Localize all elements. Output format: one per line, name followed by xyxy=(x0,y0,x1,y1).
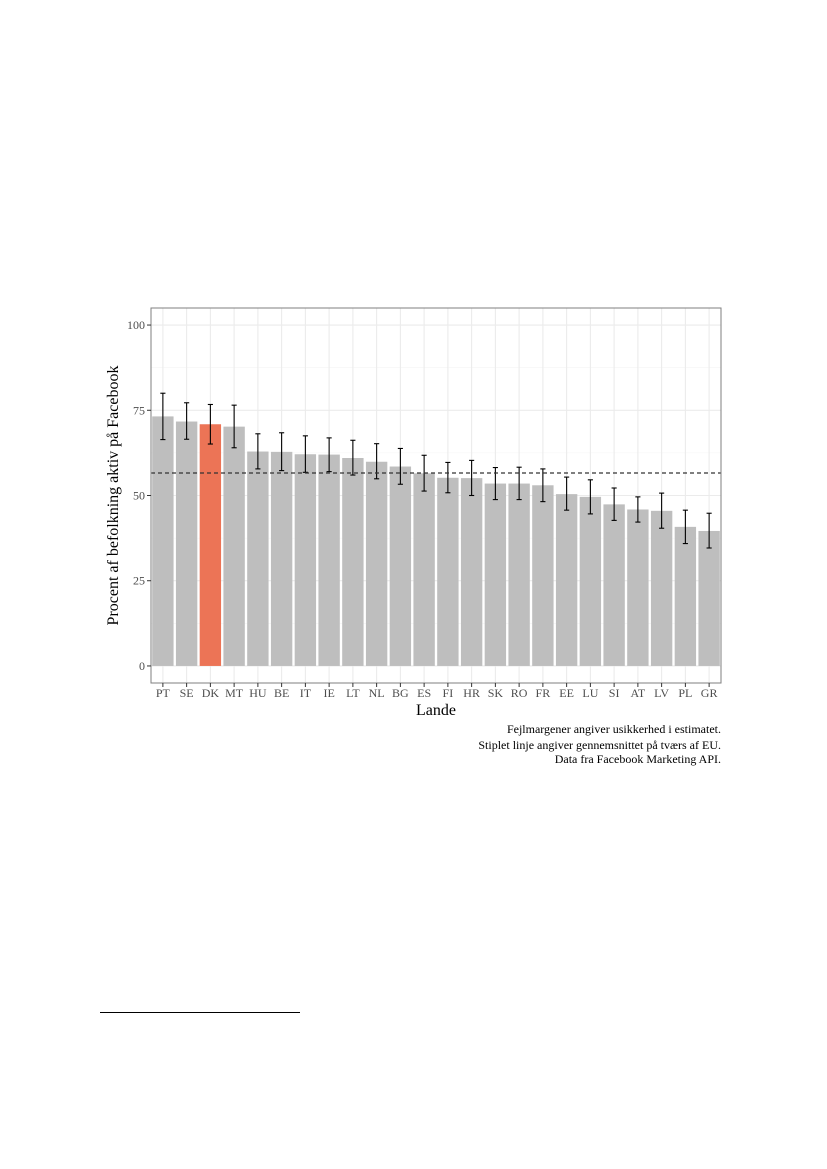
x-tick-label: HU xyxy=(249,686,267,700)
x-tick-label: RO xyxy=(511,686,528,700)
bar-it xyxy=(294,454,317,666)
bar-es xyxy=(413,473,435,666)
x-axis-title: Lande xyxy=(416,702,456,719)
error-bar-fr xyxy=(540,468,546,503)
x-tick-label: IT xyxy=(300,686,312,700)
x-tick-label: ES xyxy=(417,686,431,700)
x-axis-ticks: PT SE DK MT HU BE IT IE LT NL BG ES FI HR SK RO FR EE LU SI… xyxy=(156,683,718,700)
x-tick-label: HR xyxy=(463,686,480,700)
error-bar-it xyxy=(302,435,308,473)
bar-be xyxy=(270,451,293,666)
y-tick-label: 0 xyxy=(139,659,145,673)
bar-bg xyxy=(389,466,412,666)
bars xyxy=(152,416,720,666)
x-tick-label: SI xyxy=(609,686,620,700)
error-bar-ee xyxy=(564,476,570,511)
bar-nl xyxy=(365,461,388,666)
error-bar-lv xyxy=(659,492,665,529)
x-tick-label: PL xyxy=(678,686,692,700)
bar-lv xyxy=(650,510,673,666)
x-tick-label: MT xyxy=(225,686,244,700)
bar-fr xyxy=(532,485,554,666)
y-axis-title: Procent af befolkning aktiv på Facebook xyxy=(105,366,122,626)
error-bar-at xyxy=(635,496,641,523)
bar-dk xyxy=(199,424,222,666)
x-tick-label: SE xyxy=(180,686,194,700)
y-tick-label: 75 xyxy=(133,403,145,417)
x-tick-label: AT xyxy=(631,686,646,700)
error-bar-dk xyxy=(207,403,213,445)
error-bar-ro xyxy=(516,466,522,501)
error-bar-be xyxy=(279,432,285,472)
x-tick-label: IE xyxy=(323,686,334,700)
error-bar-gr xyxy=(706,512,712,549)
error-bar-si xyxy=(611,487,617,521)
y-tick-label: 100 xyxy=(127,318,145,332)
error-bar-ie xyxy=(326,437,332,473)
x-tick-label: BG xyxy=(392,686,409,700)
bar-ee xyxy=(555,494,578,666)
bar-lt xyxy=(342,458,364,666)
bar-sk xyxy=(484,483,507,666)
bar-gr xyxy=(698,530,720,666)
bar-ie xyxy=(318,454,340,666)
x-tick-label: SK xyxy=(488,686,504,700)
y-tick-label: 25 xyxy=(133,574,145,588)
error-bar-hr xyxy=(469,459,475,497)
error-bar-pl xyxy=(682,509,688,545)
chart-caption: Fejlmargener angiver usikkerhed i estima… xyxy=(478,722,721,766)
x-tick-label: FI xyxy=(443,686,454,700)
x-tick-label: LV xyxy=(654,686,669,700)
bar-pl xyxy=(674,526,697,666)
bar-mt xyxy=(223,426,245,666)
bar-hu xyxy=(247,451,269,666)
bar-si xyxy=(603,504,625,666)
error-bar-mt xyxy=(231,404,237,449)
bar-at xyxy=(627,509,649,666)
x-tick-label: DK xyxy=(202,686,220,700)
x-tick-label: BE xyxy=(274,686,289,700)
x-tick-label: FR xyxy=(536,686,551,700)
error-bar-pt xyxy=(160,392,166,441)
bar-pt xyxy=(152,416,174,666)
error-bar-lu xyxy=(587,479,593,515)
bar-fi xyxy=(437,477,459,666)
error-bar-fi xyxy=(445,461,451,494)
error-bar-bg xyxy=(397,447,403,485)
bar-hr xyxy=(460,478,483,666)
error-bar-se xyxy=(184,402,190,440)
x-tick-label: LU xyxy=(582,686,598,700)
caption-line: Data fra Facebook Marketing API. xyxy=(555,752,721,766)
x-tick-label: EE xyxy=(559,686,574,700)
y-tick-label: 50 xyxy=(133,489,145,503)
bar-se xyxy=(175,421,198,666)
footnote-divider xyxy=(100,1012,300,1013)
caption-line: Fejlmargener angiver usikkerhed i estima… xyxy=(507,722,721,736)
y-axis-ticks: 0 25 50 75 100 xyxy=(127,318,151,673)
caption-line: Stiplet linje angiver gennemsnittet på t… xyxy=(478,738,721,752)
x-tick-label: LT xyxy=(346,686,360,700)
x-tick-label: PT xyxy=(156,686,171,700)
x-tick-label: NL xyxy=(369,686,385,700)
error-bar-lt xyxy=(350,439,356,476)
bar-lu xyxy=(579,496,602,666)
bar-ro xyxy=(508,483,530,666)
error-bar-hu xyxy=(255,433,261,470)
error-bars xyxy=(160,392,712,549)
x-tick-label: GR xyxy=(701,686,718,700)
